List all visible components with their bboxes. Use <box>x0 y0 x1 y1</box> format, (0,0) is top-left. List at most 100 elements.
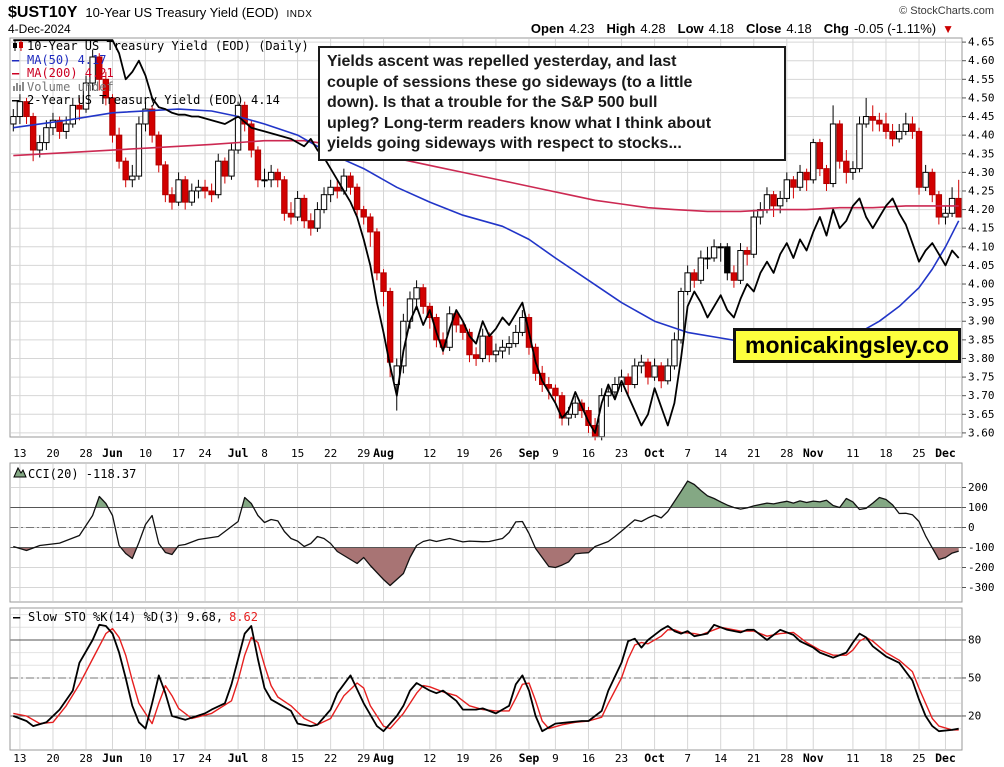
svg-text:100: 100 <box>968 501 988 514</box>
svg-text:14: 14 <box>714 752 728 765</box>
svg-text:4.55: 4.55 <box>968 73 995 86</box>
annotation-line: yields going sideways with respect to st… <box>327 135 682 152</box>
svg-text:9: 9 <box>552 752 559 765</box>
close-value: 4.18 <box>786 21 812 36</box>
annotation-line: down). Is that a trouble for the S&P 500… <box>327 94 658 111</box>
svg-text:Aug: Aug <box>373 751 394 765</box>
svg-text:13: 13 <box>13 752 26 765</box>
svg-text:4.20: 4.20 <box>968 203 995 216</box>
svg-text:15: 15 <box>291 752 304 765</box>
svg-text:4.65: 4.65 <box>968 36 995 49</box>
svg-text:22: 22 <box>324 752 337 765</box>
svg-text:Sep: Sep <box>519 446 540 460</box>
svg-text:26: 26 <box>489 752 502 765</box>
legend-row-ma200: — MA(200) 4.21 <box>12 66 309 81</box>
cci-legend: CCI(20) -118.37 <box>13 466 136 481</box>
svg-text:28: 28 <box>780 752 793 765</box>
ust2y-line-icon: — <box>12 93 20 107</box>
svg-text:21: 21 <box>747 447 760 460</box>
ticker-symbol: $UST10Y <box>8 4 78 21</box>
svg-text:7: 7 <box>684 447 691 460</box>
svg-text:25: 25 <box>912 752 925 765</box>
svg-text:Jul: Jul <box>228 446 249 460</box>
svg-text:50: 50 <box>968 671 981 684</box>
svg-text:4.25: 4.25 <box>968 184 995 197</box>
svg-text:25: 25 <box>912 447 925 460</box>
svg-text:10: 10 <box>139 752 152 765</box>
svg-text:12: 12 <box>423 752 436 765</box>
sto-legend: — Slow STO %K(14) %D(3) 9.68, 8.62 <box>13 610 258 624</box>
high-label: High <box>606 21 636 36</box>
svg-text:Dec: Dec <box>935 446 956 460</box>
candlestick-icon <box>12 39 27 55</box>
svg-text:Jun: Jun <box>102 446 123 460</box>
svg-text:24: 24 <box>198 447 212 460</box>
main-series-title: 10-Year US Treasury Yield (EOD) (Daily) <box>27 39 309 53</box>
svg-text:19: 19 <box>456 752 469 765</box>
annotation-line: upleg? Long-term readers know what I thi… <box>327 114 712 132</box>
svg-text:3.60: 3.60 <box>968 426 995 439</box>
low-label: Low <box>677 21 704 36</box>
svg-text:4.30: 4.30 <box>968 166 995 179</box>
cci-panel <box>10 464 962 601</box>
svg-text:4.00: 4.00 <box>968 278 995 291</box>
svg-text:4.50: 4.50 <box>968 91 995 104</box>
svg-text:4.35: 4.35 <box>968 147 995 160</box>
exchange-label: INDX <box>286 9 313 20</box>
svg-text:16: 16 <box>582 447 595 460</box>
sto-panel <box>10 609 962 749</box>
svg-text:Oct: Oct <box>644 751 665 765</box>
high-value: 4.28 <box>640 21 666 36</box>
svg-text:28: 28 <box>79 447 92 460</box>
svg-text:28: 28 <box>780 447 793 460</box>
chart-date: 4-Dec-2024 <box>8 22 71 36</box>
svg-text:13: 13 <box>13 447 26 460</box>
svg-text:19: 19 <box>456 447 469 460</box>
svg-text:Aug: Aug <box>373 446 394 460</box>
svg-text:17: 17 <box>172 752 185 765</box>
svg-text:3.65: 3.65 <box>968 408 995 421</box>
header: $UST10Y 10-Year US Treasury Yield (EOD) … <box>8 4 312 22</box>
svg-text:3.80: 3.80 <box>968 352 995 365</box>
svg-text:8: 8 <box>261 752 268 765</box>
svg-text:23: 23 <box>615 752 628 765</box>
svg-text:-200: -200 <box>968 561 995 574</box>
svg-text:9: 9 <box>552 447 559 460</box>
svg-text:18: 18 <box>879 447 892 460</box>
svg-text:Sep: Sep <box>519 751 540 765</box>
svg-text:4.60: 4.60 <box>968 54 995 67</box>
annotation-box: Yields ascent was repelled yesterday, an… <box>318 46 786 161</box>
svg-text:12: 12 <box>423 447 436 460</box>
svg-text:26: 26 <box>489 447 502 460</box>
svg-text:20: 20 <box>46 752 59 765</box>
svg-text:4.05: 4.05 <box>968 259 995 272</box>
svg-text:10: 10 <box>139 447 152 460</box>
svg-text:24: 24 <box>198 752 212 765</box>
svg-text:-300: -300 <box>968 581 995 594</box>
axis-labels: 4.65 4.60 4.55 4.50 4.45 4.40 4.35 4.30 4.25 4.20… <box>13 36 994 765</box>
instrument-title: 10-Year US Treasury Yield (EOD) <box>85 5 279 20</box>
volume-bars-icon <box>12 80 27 95</box>
svg-text:22: 22 <box>324 447 337 460</box>
sto-line-icon: — <box>13 610 21 624</box>
legend-row-volume: Volume undef <box>12 80 309 95</box>
cci-area-icon <box>13 466 28 481</box>
svg-text:4.10: 4.10 <box>968 240 995 253</box>
legend-row-title: 10-Year US Treasury Yield (EOD) (Daily) <box>12 39 309 55</box>
stockcharts-copyright: © StockCharts.com <box>899 5 994 17</box>
svg-text:Dec: Dec <box>935 751 956 765</box>
svg-text:4.15: 4.15 <box>968 222 995 235</box>
close-label: Close <box>745 21 782 36</box>
svg-text:80: 80 <box>968 633 981 646</box>
main-chart-legend: 10-Year US Treasury Yield (EOD) (Daily) … <box>12 39 309 108</box>
svg-text:14: 14 <box>714 447 728 460</box>
svg-text:20: 20 <box>46 447 59 460</box>
svg-text:16: 16 <box>582 752 595 765</box>
svg-text:Jun: Jun <box>102 751 123 765</box>
sto-legend-label-black: Slow STO %K(14) %D(3) 9.68, <box>28 610 224 624</box>
svg-text:Oct: Oct <box>644 446 665 460</box>
open-label: Open <box>530 21 565 36</box>
sto-legend-label-red: 8.62 <box>229 610 258 624</box>
ma200-line-icon: — <box>12 66 20 80</box>
svg-text:23: 23 <box>615 447 628 460</box>
